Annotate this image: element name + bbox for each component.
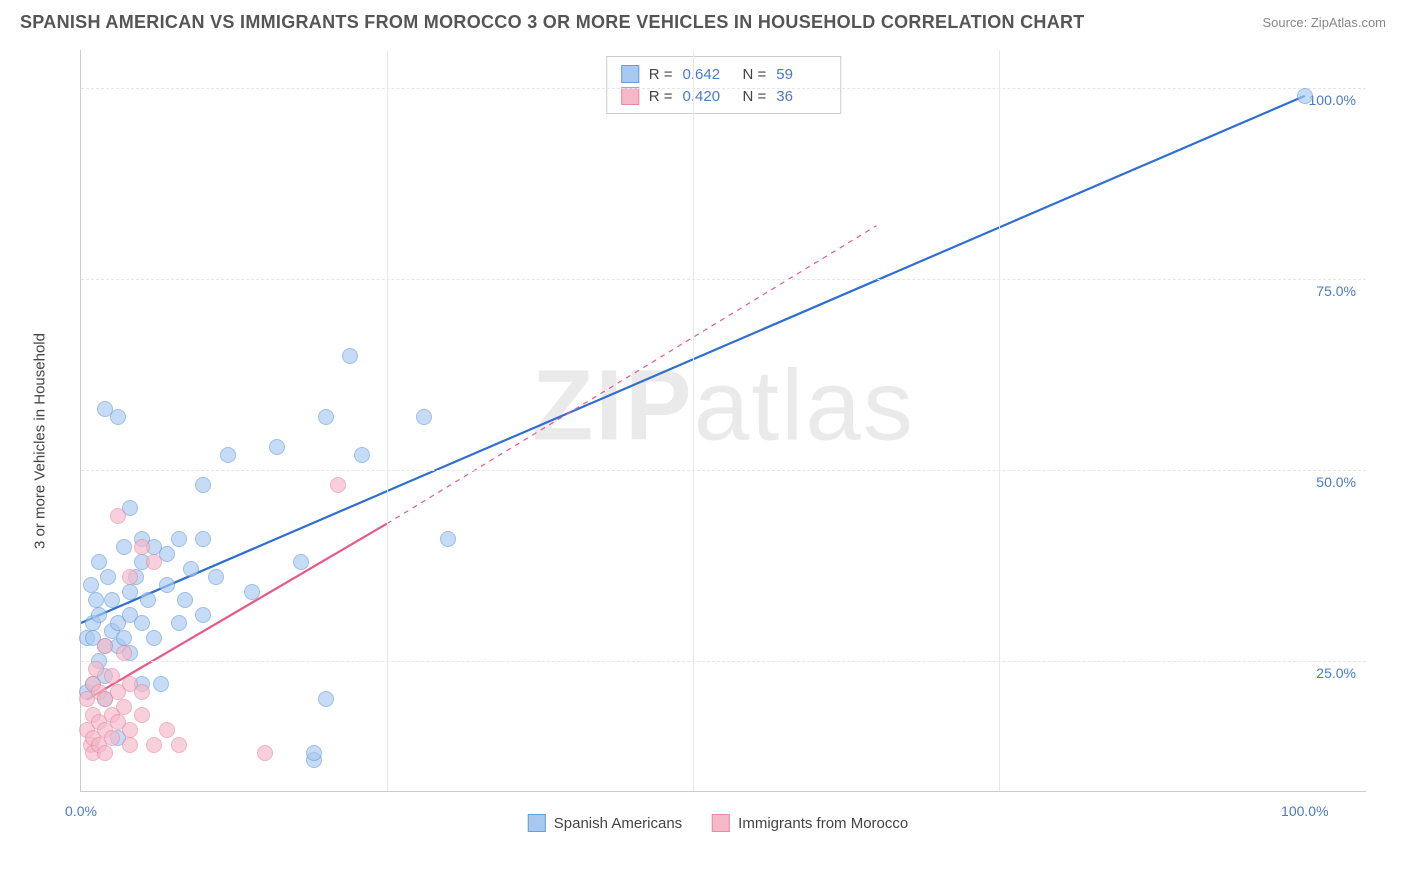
series-legend-item: Immigrants from Morocco [712, 814, 908, 832]
data-point [134, 539, 150, 555]
data-point [146, 737, 162, 753]
correlation-legend: R = 0.642 N = 59 R = 0.420 N = 36 [606, 56, 842, 114]
n-label: N = [743, 88, 767, 105]
legend-color-box [621, 65, 639, 83]
data-point [100, 569, 116, 585]
y-axis-label: 3 or more Vehicles in Household [32, 333, 49, 549]
data-point [153, 676, 169, 692]
data-point [134, 707, 150, 723]
data-point [116, 539, 132, 555]
legend-color-box [712, 814, 730, 832]
data-point [97, 638, 113, 654]
data-point [244, 584, 260, 600]
data-point [91, 554, 107, 570]
hgrid-line [81, 470, 1366, 471]
n-label: N = [743, 66, 767, 83]
data-point [342, 348, 358, 364]
data-point [88, 661, 104, 677]
data-point [104, 592, 120, 608]
data-point [146, 554, 162, 570]
data-point [293, 554, 309, 570]
legend-row: R = 0.642 N = 59 [621, 63, 827, 85]
data-point [177, 592, 193, 608]
chart-container: 3 or more Vehicles in Household ZIPatlas… [50, 50, 1386, 832]
series-name: Immigrants from Morocco [738, 815, 908, 832]
data-point [88, 592, 104, 608]
data-point [171, 737, 187, 753]
data-point [122, 737, 138, 753]
data-point [110, 508, 126, 524]
watermark-bold: ZIP [532, 349, 694, 461]
data-point [269, 439, 285, 455]
y-tick-label: 75.0% [1316, 283, 1356, 299]
r-label: R = [649, 66, 673, 83]
n-value: 36 [776, 88, 826, 105]
legend-color-box [528, 814, 546, 832]
data-point [195, 477, 211, 493]
data-point [83, 577, 99, 593]
vgrid-line [387, 50, 388, 791]
data-point [318, 691, 334, 707]
source-label: Source: ZipAtlas.com [1262, 15, 1386, 30]
chart-title: SPANISH AMERICAN VS IMMIGRANTS FROM MORO… [20, 12, 1085, 33]
legend-color-box [621, 87, 639, 105]
data-point [140, 592, 156, 608]
data-point [220, 447, 236, 463]
data-point [354, 447, 370, 463]
data-point [134, 615, 150, 631]
data-point [171, 531, 187, 547]
plot-area: ZIPatlas R = 0.642 N = 59 R = 0.420 N = 36 25.0… [80, 50, 1366, 792]
series-name: Spanish Americans [554, 815, 682, 832]
data-point [110, 409, 126, 425]
y-tick-label: 25.0% [1316, 665, 1356, 681]
data-point [306, 745, 322, 761]
r-value: 0.420 [683, 88, 733, 105]
x-tick-label: 100.0% [1281, 803, 1328, 819]
data-point [122, 584, 138, 600]
vgrid-line [693, 50, 694, 791]
r-label: R = [649, 88, 673, 105]
hgrid-line [81, 661, 1366, 662]
data-point [330, 477, 346, 493]
series-legend: Spanish Americans Immigrants from Morocco [528, 814, 908, 832]
data-point [116, 630, 132, 646]
data-point [91, 607, 107, 623]
vgrid-line [999, 50, 1000, 791]
n-value: 59 [776, 66, 826, 83]
data-point [159, 577, 175, 593]
data-point [195, 531, 211, 547]
trend-line [387, 226, 877, 524]
hgrid-line [81, 88, 1366, 89]
data-point [104, 730, 120, 746]
data-point [122, 722, 138, 738]
data-point [208, 569, 224, 585]
data-point [146, 630, 162, 646]
data-point [440, 531, 456, 547]
data-point [134, 684, 150, 700]
x-tick-label: 0.0% [65, 803, 97, 819]
data-point [171, 615, 187, 631]
data-point [257, 745, 273, 761]
data-point [159, 722, 175, 738]
data-point [416, 409, 432, 425]
watermark: ZIPatlas [532, 348, 915, 463]
data-point [195, 607, 211, 623]
y-tick-label: 50.0% [1316, 474, 1356, 490]
data-point [97, 745, 113, 761]
watermark-light: atlas [694, 349, 915, 461]
data-point [122, 569, 138, 585]
data-point [116, 645, 132, 661]
y-tick-label: 100.0% [1309, 92, 1356, 108]
data-point [104, 668, 120, 684]
trend-lines-svg [81, 50, 1366, 791]
data-point [183, 561, 199, 577]
data-point [318, 409, 334, 425]
data-point [1297, 88, 1313, 104]
r-value: 0.642 [683, 66, 733, 83]
data-point [116, 699, 132, 715]
series-legend-item: Spanish Americans [528, 814, 682, 832]
hgrid-line [81, 279, 1366, 280]
